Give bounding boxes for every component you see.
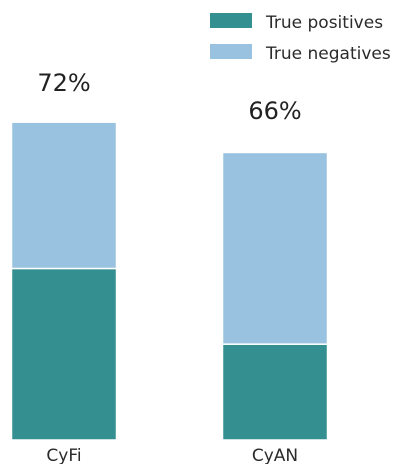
x-tick-label-cyan: CyAN xyxy=(252,446,298,464)
total-label-cyfi: 72% xyxy=(37,69,90,97)
legend-swatch-true-negatives xyxy=(210,44,252,59)
legend-label-true-negatives: True negatives xyxy=(265,44,391,64)
bar-cyan-true-positives xyxy=(221,343,329,441)
bar-cyan-true-negatives xyxy=(221,151,329,345)
legend-item-true-negatives: True negatives xyxy=(210,44,391,64)
legend-item-true-positives: True positives xyxy=(210,13,383,33)
legend: True positives True negatives xyxy=(210,13,391,64)
bars xyxy=(10,121,329,441)
total-label-cyan: 66% xyxy=(248,97,301,125)
bar-cyfi-true-positives xyxy=(10,267,118,441)
x-tick-label-cyfi: CyFi xyxy=(46,446,81,464)
legend-label-true-positives: True positives xyxy=(265,13,383,33)
bar-cyfi-true-negatives xyxy=(10,121,118,270)
legend-swatch-true-positives xyxy=(210,13,252,28)
